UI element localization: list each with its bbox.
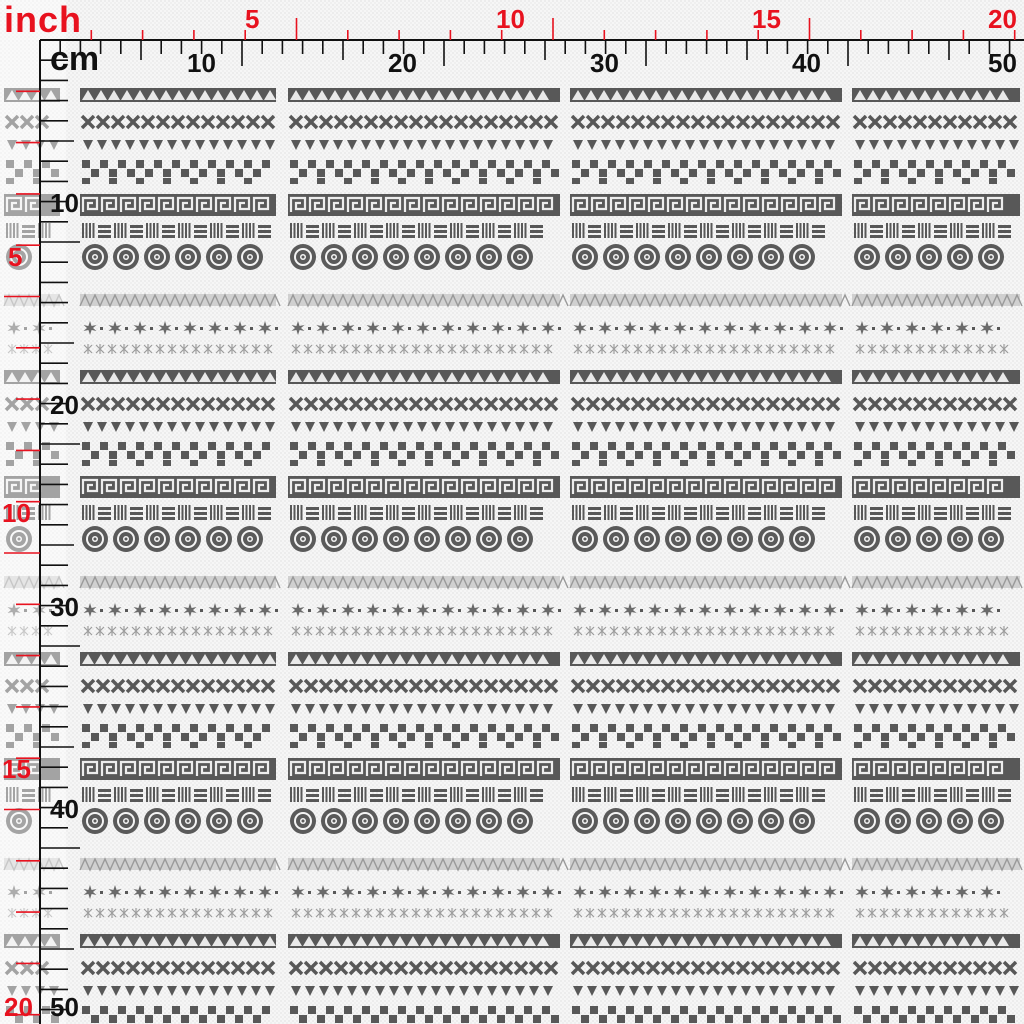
greek-key-band — [4, 758, 1020, 780]
cm-top-label-10: 10 — [187, 48, 216, 78]
greek-key-band — [4, 476, 1020, 498]
asterisk-band — [7, 908, 1009, 918]
inch-left-label-10: 10 — [2, 498, 31, 528]
checker-band — [6, 160, 1015, 184]
asterisk-band — [7, 626, 1009, 636]
left-fade-overlay — [0, 0, 66, 1024]
x-chevron-band — [4, 678, 1018, 694]
light-zigzag-band — [3, 575, 1023, 590]
x-chevron-band — [4, 960, 1018, 976]
snowflake-band — [7, 603, 1000, 617]
cm-left-label-40: 40 — [50, 794, 79, 824]
inch-top-label-5: 5 — [245, 4, 260, 34]
small-triangle-band — [7, 704, 1019, 714]
cm-left-label-20: 20 — [50, 390, 79, 420]
top-ruler — [40, 18, 1024, 66]
inch-left-label-15: 15 — [2, 754, 31, 784]
greek-key-band — [4, 194, 1020, 216]
small-triangle-band — [7, 422, 1019, 432]
cm-left-label-10: 10 — [50, 188, 79, 218]
inch-left-label-20: 20 — [4, 992, 33, 1022]
inch-top-label-10: 10 — [496, 4, 525, 34]
x-chevron-band — [4, 114, 1018, 130]
cm-left-label-30: 30 — [50, 592, 79, 622]
light-zigzag-band — [3, 857, 1023, 872]
inch-left-label-5: 5 — [8, 242, 23, 272]
checker-band — [6, 724, 1015, 748]
dark-triangle-band — [4, 370, 1020, 384]
cm-left-label-50: 50 — [50, 992, 79, 1022]
inch-top-label-15: 15 — [752, 4, 781, 34]
cm-unit-label: cm — [50, 40, 100, 78]
cm-top-label-30: 30 — [590, 48, 619, 78]
inch-top-label-20: 20 — [988, 4, 1017, 34]
light-zigzag-band — [3, 293, 1023, 308]
cm-top-label-20: 20 — [388, 48, 417, 78]
snowflake-band — [7, 885, 1000, 899]
snowflake-band — [7, 321, 1000, 335]
cm-top-label-50: 50 — [988, 48, 1017, 78]
small-triangle-band — [7, 140, 1019, 150]
dash-band — [6, 787, 1011, 802]
x-chevron-band — [4, 396, 1018, 412]
checker-band — [6, 1006, 1015, 1023]
asterisk-band — [7, 344, 1009, 354]
dash-band — [6, 505, 1011, 520]
dark-triangle-band — [4, 652, 1020, 666]
dark-triangle-band — [4, 88, 1020, 102]
inch-unit-label: inch — [4, 0, 83, 40]
dark-triangle-band — [4, 934, 1020, 948]
small-triangle-band — [7, 986, 1019, 996]
fabric-pattern-bands — [3, 88, 1023, 1023]
checker-band — [6, 442, 1015, 466]
left-ruler — [4, 40, 80, 1024]
cm-top-label-40: 40 — [792, 48, 821, 78]
